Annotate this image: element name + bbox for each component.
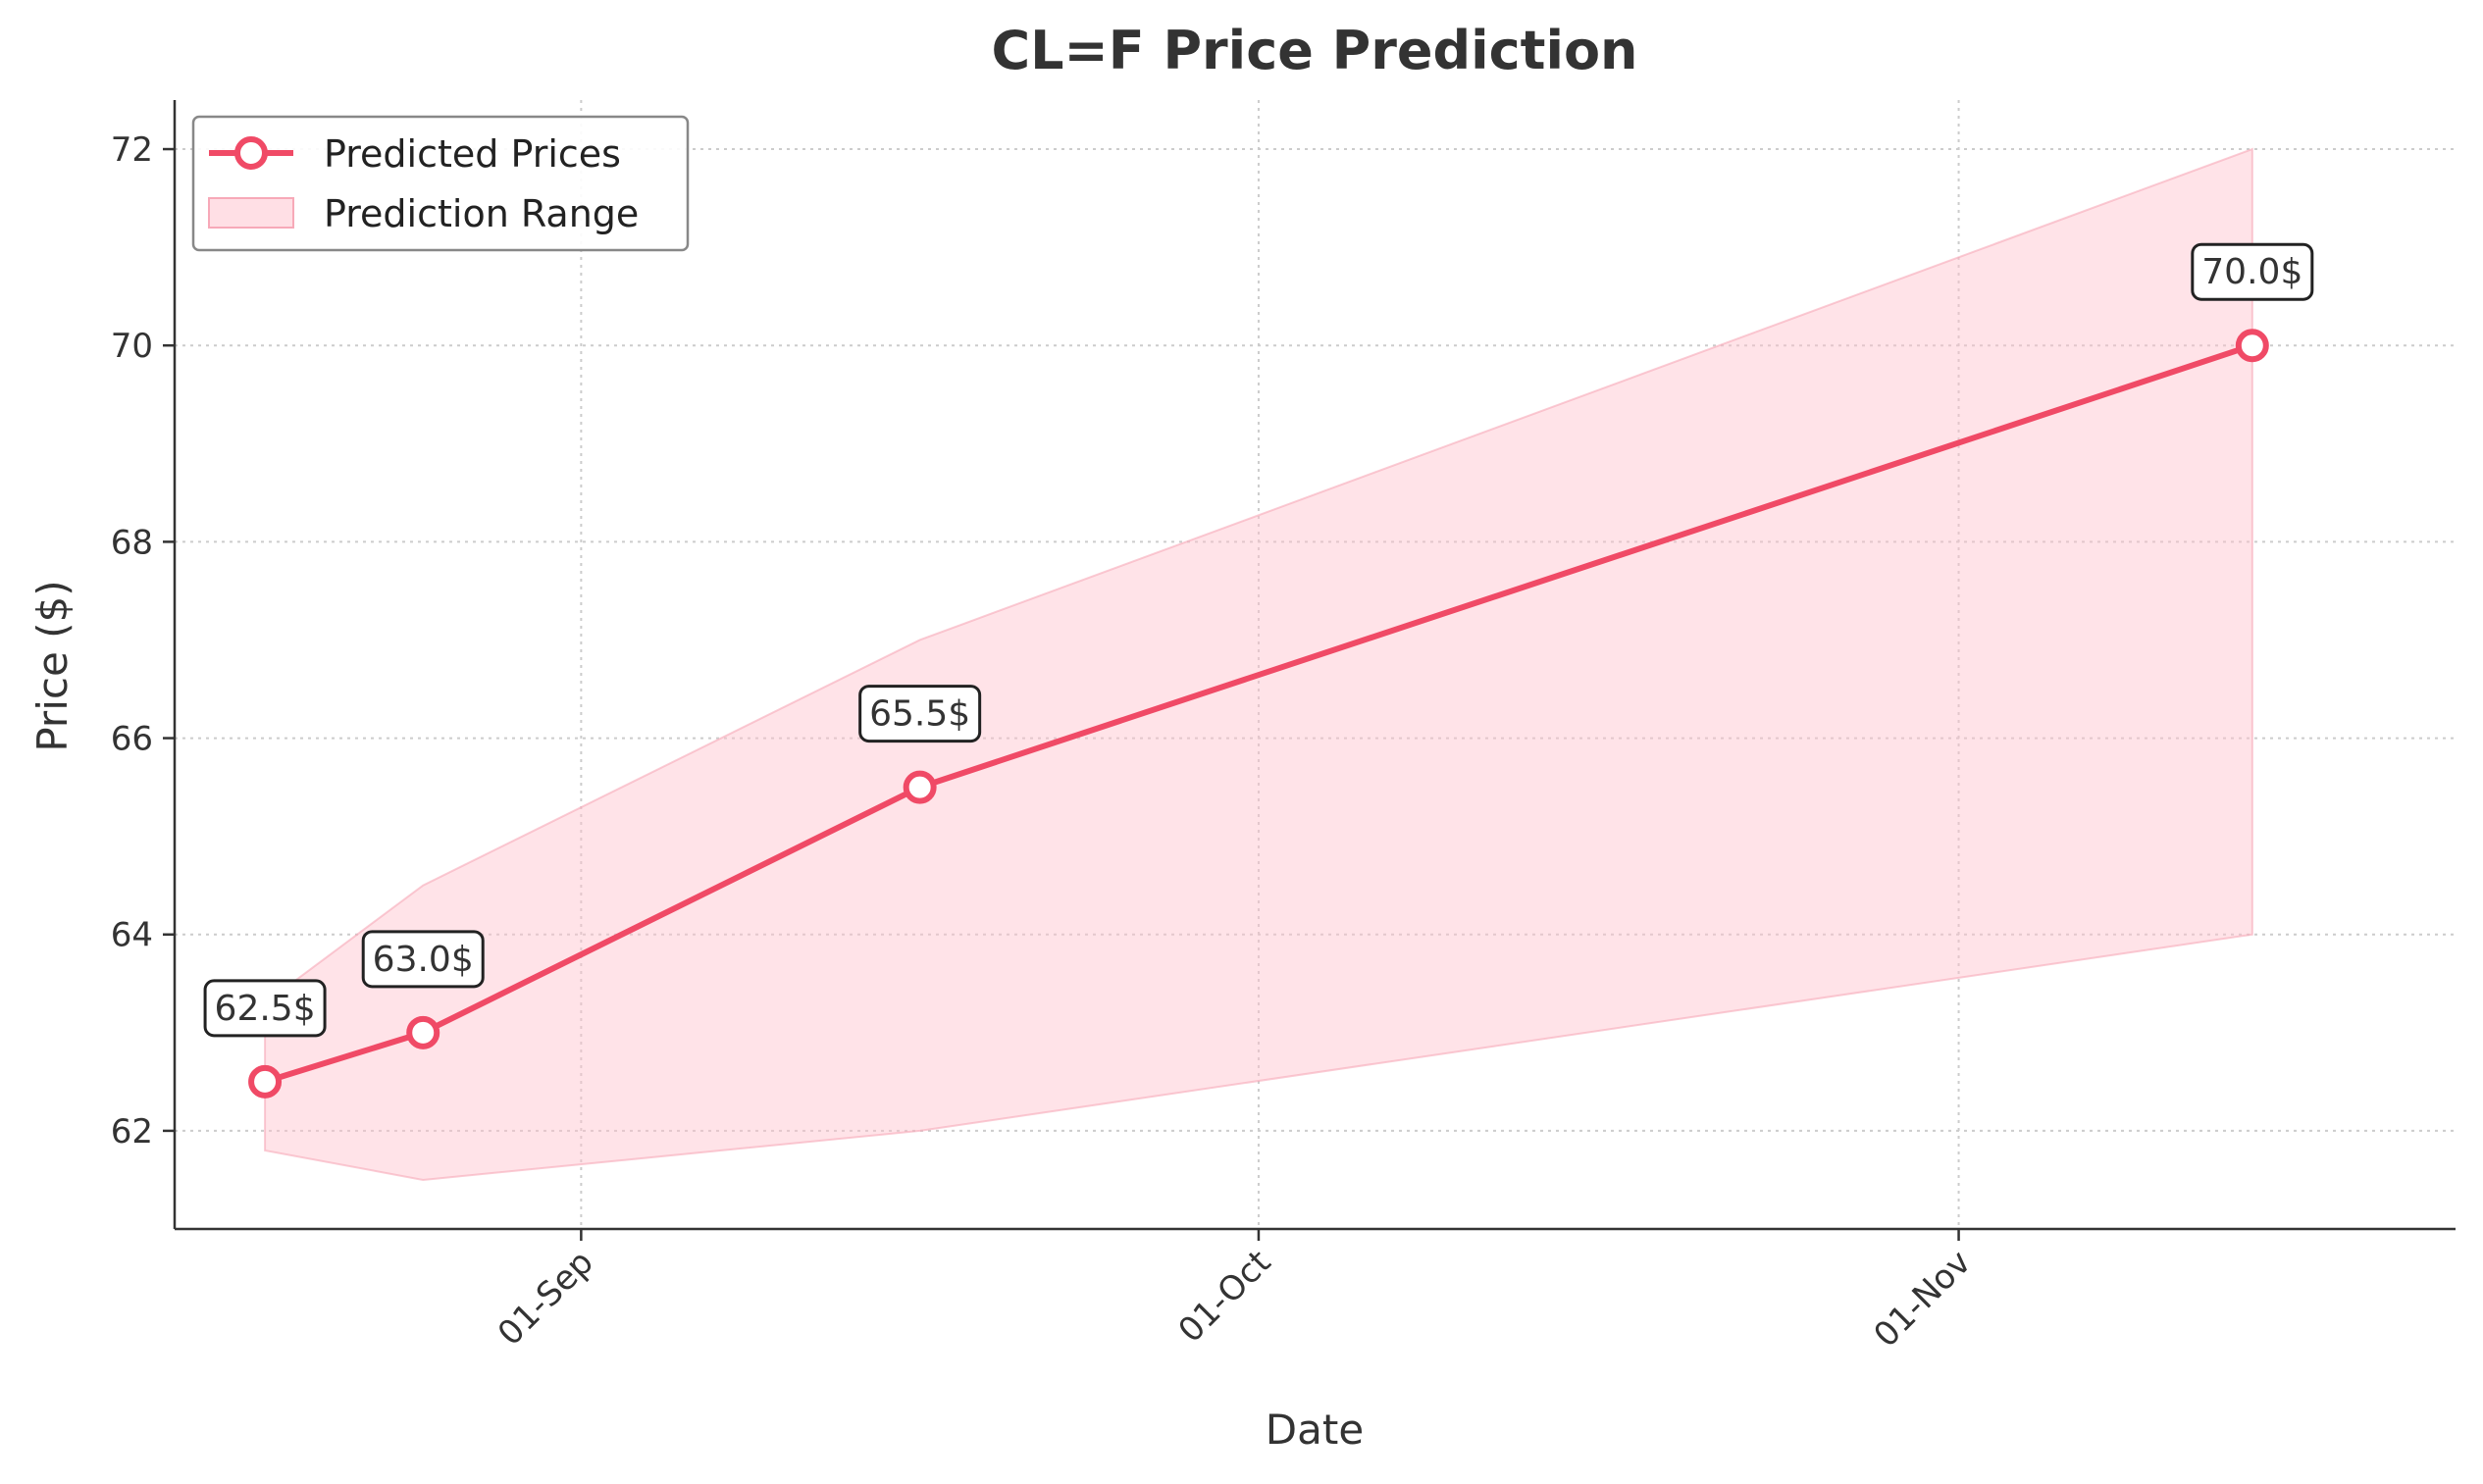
data-points <box>248 329 2269 1099</box>
data-label-box <box>203 979 327 1038</box>
data-label-box <box>858 685 982 743</box>
legend: Predicted Prices Prediction Range <box>191 115 690 252</box>
axes <box>173 100 2456 1231</box>
grid-lines <box>175 100 2456 1229</box>
data-label-box <box>2191 242 2314 301</box>
y-tick-label: 70 <box>111 327 153 366</box>
prediction-range-area <box>264 147 2253 1181</box>
y-tick-label: 72 <box>111 130 153 170</box>
y-ticks: 62 64 66 68 70 72 <box>111 130 175 1151</box>
chart-title: CL=F Price Prediction <box>992 20 1638 81</box>
data-label: 62.5$ <box>215 989 316 1029</box>
data-label-box <box>361 930 485 989</box>
data-label: 70.0$ <box>2201 252 2302 292</box>
legend-label-predicted: Predicted Prices <box>324 132 621 176</box>
y-tick-label: 64 <box>111 916 153 955</box>
y-tick-label: 68 <box>111 523 153 562</box>
data-point <box>903 770 937 804</box>
legend-label-range: Prediction Range <box>324 192 639 235</box>
data-label: 65.5$ <box>869 694 970 735</box>
predicted-prices-line <box>264 342 2253 1085</box>
x-axis-label: Date <box>1266 1406 1364 1454</box>
y-tick-label: 66 <box>111 720 153 759</box>
data-point <box>406 1015 440 1049</box>
data-point <box>2235 329 2269 363</box>
legend-box <box>191 115 690 252</box>
data-label: 63.0$ <box>373 940 474 980</box>
y-axis-label: Price ($) <box>28 580 77 751</box>
data-point <box>248 1064 283 1099</box>
data-labels: 62.5$ 63.0$ 65.5$ 70.0$ <box>203 242 2314 1038</box>
legend-marker-swatch <box>234 136 268 170</box>
legend-range-swatch <box>208 197 294 229</box>
y-tick-label: 62 <box>111 1112 153 1151</box>
